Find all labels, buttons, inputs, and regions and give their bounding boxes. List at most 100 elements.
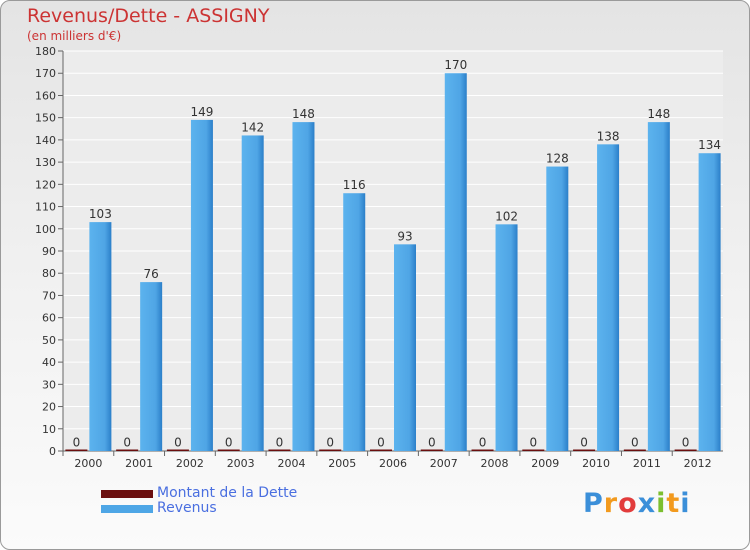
- legend-label-dette: Montant de la Dette: [157, 485, 298, 501]
- y-tick-label: 90: [42, 245, 56, 258]
- bar-dette: [217, 449, 240, 451]
- bar-revenus: [140, 282, 163, 451]
- logo-letter: r: [603, 488, 619, 519]
- y-tick-label: 110: [35, 201, 56, 214]
- data-label-dette: 0: [631, 436, 639, 450]
- bar-dette: [623, 449, 646, 451]
- data-label-revenus: 148: [292, 107, 315, 121]
- y-tick-label: 60: [42, 312, 56, 325]
- data-label-revenus: 142: [241, 120, 264, 134]
- data-label-dette: 0: [580, 436, 588, 450]
- logo-letter: i: [680, 488, 691, 519]
- data-label-revenus: 93: [397, 229, 412, 243]
- logo-letter: o: [618, 488, 638, 519]
- logo-letter: t: [666, 488, 681, 519]
- data-label-dette: 0: [682, 436, 690, 450]
- bar-dette: [674, 449, 697, 451]
- bar-revenus: [343, 193, 366, 451]
- data-label-revenus: 128: [546, 152, 569, 166]
- y-tick-label: 160: [35, 89, 56, 102]
- bar-dette: [268, 449, 291, 451]
- logo-letter: i: [656, 488, 667, 519]
- y-tick-label: 30: [42, 378, 56, 391]
- y-tick-label: 140: [35, 134, 56, 147]
- bar-dette: [471, 449, 494, 451]
- x-tick-label: 2003: [227, 457, 255, 470]
- x-tick-label: 2004: [277, 457, 305, 470]
- data-label-dette: 0: [276, 436, 284, 450]
- x-tick-label: 2008: [481, 457, 509, 470]
- x-tick-label: 2000: [74, 457, 102, 470]
- data-label-dette: 0: [428, 436, 436, 450]
- bar-revenus: [647, 122, 670, 451]
- data-label-dette: 0: [174, 436, 182, 450]
- legend-label-revenus: Revenus: [157, 500, 217, 516]
- x-tick-label: 2005: [328, 457, 356, 470]
- bar-revenus: [292, 122, 315, 451]
- data-label-revenus: 138: [597, 129, 620, 143]
- bar-revenus: [394, 244, 416, 451]
- bar-dette: [166, 449, 189, 451]
- data-label-dette: 0: [225, 436, 233, 450]
- data-label-dette: 0: [377, 436, 385, 450]
- data-label-revenus: 134: [698, 138, 721, 152]
- chart-subtitle: (en milliers d'€): [27, 29, 122, 43]
- bar-revenus: [241, 135, 264, 451]
- x-tick-label: 2010: [582, 457, 610, 470]
- data-label-revenus: 102: [495, 209, 518, 223]
- y-tick-label: 0: [49, 445, 56, 458]
- data-label-dette: 0: [123, 436, 131, 450]
- data-label-revenus: 148: [647, 107, 670, 121]
- legend-swatch-dette: [101, 490, 153, 498]
- data-label-dette: 0: [326, 436, 334, 450]
- logo-letter: x: [637, 488, 657, 519]
- bar-dette: [116, 449, 139, 451]
- bar-revenus: [444, 73, 467, 451]
- y-tick-label: 120: [35, 178, 56, 191]
- y-tick-label: 20: [42, 401, 56, 414]
- y-tick-label: 130: [35, 156, 56, 169]
- y-tick-label: 180: [35, 45, 56, 58]
- bar-revenus: [597, 144, 620, 452]
- data-label-revenus: 76: [144, 267, 159, 281]
- y-tick-label: 10: [42, 423, 56, 436]
- bar-dette: [65, 449, 88, 451]
- bar-dette: [370, 449, 392, 451]
- data-label-dette: 0: [479, 436, 487, 450]
- y-tick-label: 150: [35, 112, 56, 125]
- bar-dette: [522, 449, 545, 451]
- data-label-revenus: 149: [190, 105, 213, 119]
- x-tick-label: 2007: [430, 457, 458, 470]
- bar-revenus: [546, 166, 569, 452]
- x-tick-label: 2012: [684, 457, 712, 470]
- bar-dette: [420, 449, 443, 451]
- bar-revenus: [495, 224, 518, 451]
- proxiti-logo: Proxiti: [583, 488, 691, 519]
- data-label-revenus: 170: [444, 58, 467, 72]
- data-label-dette: 0: [529, 436, 537, 450]
- y-tick-label: 50: [42, 334, 56, 347]
- x-tick-label: 2002: [176, 457, 204, 470]
- x-tick-label: 2001: [125, 457, 153, 470]
- data-label-dette: 0: [73, 436, 81, 450]
- bar-dette: [319, 449, 342, 451]
- bar-dette: [573, 449, 596, 451]
- bar-revenus: [190, 119, 213, 451]
- bar-revenus: [698, 153, 721, 451]
- y-tick-label: 40: [42, 356, 56, 369]
- y-tick-label: 70: [42, 289, 56, 302]
- logo-letter: P: [583, 488, 604, 519]
- x-tick-label: 2006: [379, 457, 407, 470]
- legend-swatch-revenus: [101, 505, 153, 513]
- y-tick-label: 100: [35, 223, 56, 236]
- x-tick-label: 2011: [633, 457, 661, 470]
- x-tick-label: 2009: [531, 457, 559, 470]
- data-label-revenus: 116: [343, 178, 366, 192]
- bar-revenus: [89, 222, 112, 451]
- y-tick-label: 170: [35, 67, 56, 80]
- y-tick-label: 80: [42, 267, 56, 280]
- chart-title: Revenus/Dette - ASSIGNY: [27, 5, 270, 27]
- data-label-revenus: 103: [89, 207, 112, 221]
